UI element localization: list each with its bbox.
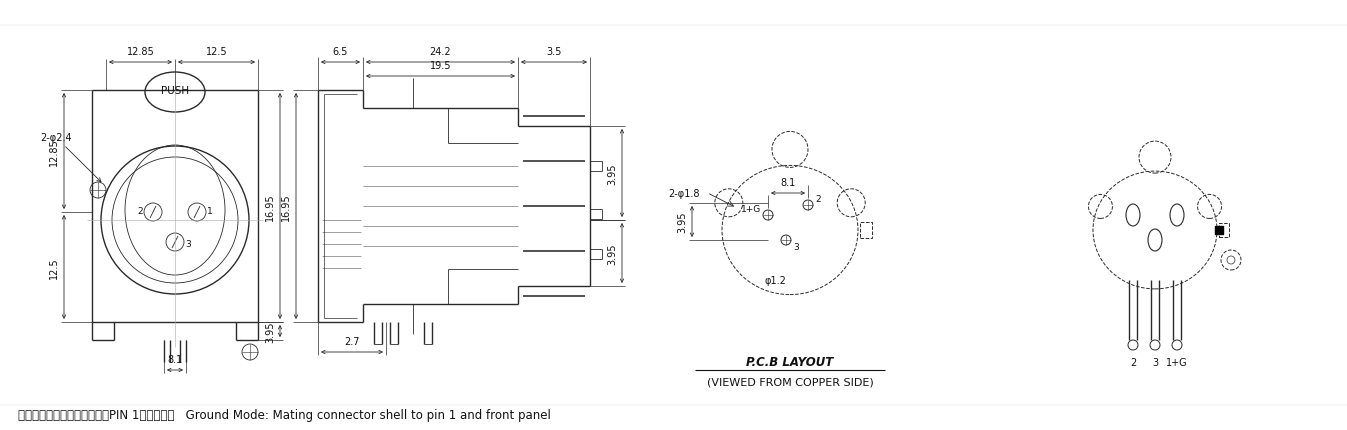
Text: 8.1: 8.1: [167, 354, 183, 364]
Text: 6.5: 6.5: [333, 47, 348, 57]
Text: 24.2: 24.2: [430, 47, 451, 57]
Text: 3.95: 3.95: [265, 320, 275, 342]
Text: 1: 1: [207, 206, 213, 215]
Text: 3.5: 3.5: [547, 47, 562, 57]
Text: 1+G: 1+G: [741, 205, 761, 214]
Text: 2: 2: [815, 194, 820, 203]
Text: 3.95: 3.95: [607, 243, 617, 264]
Bar: [1219, 224, 1228, 237]
Text: 19.5: 19.5: [430, 61, 451, 71]
Bar: [859, 222, 872, 239]
Text: P.C.B LAYOUT: P.C.B LAYOUT: [746, 356, 834, 369]
Bar: [1215, 227, 1223, 234]
Text: 2: 2: [137, 206, 143, 215]
Text: 12.85: 12.85: [127, 47, 155, 57]
Text: 12.5: 12.5: [48, 257, 59, 278]
Text: 8.1: 8.1: [780, 178, 796, 187]
Text: PUSH: PUSH: [160, 86, 189, 96]
Text: φ1.2: φ1.2: [764, 275, 785, 286]
Text: 3.95: 3.95: [678, 211, 687, 233]
Text: 3: 3: [1152, 357, 1158, 367]
Text: 12.85: 12.85: [48, 138, 59, 166]
Text: (VIEWED FROM COPPER SIDE): (VIEWED FROM COPPER SIDE): [707, 377, 873, 387]
Text: 1+G: 1+G: [1167, 357, 1188, 367]
Text: 2: 2: [1130, 357, 1136, 367]
Text: 2.7: 2.7: [345, 336, 360, 346]
Text: 3: 3: [793, 243, 799, 252]
Text: 16.95: 16.95: [282, 193, 291, 220]
Text: 2-φ2.4: 2-φ2.4: [40, 133, 101, 182]
Text: 2-φ1.8: 2-φ1.8: [668, 188, 700, 198]
Text: 3.95: 3.95: [607, 163, 617, 184]
Text: 12.5: 12.5: [206, 47, 228, 57]
Text: 接地方式：相配的插头外壳与PIN 1及面板连接   Ground Mode: Mating connector shell to pin 1 and front: 接地方式：相配的插头外壳与PIN 1及面板连接 Ground Mode: Mat…: [18, 408, 551, 421]
Text: 3: 3: [185, 240, 191, 249]
Text: 16.95: 16.95: [265, 193, 275, 220]
